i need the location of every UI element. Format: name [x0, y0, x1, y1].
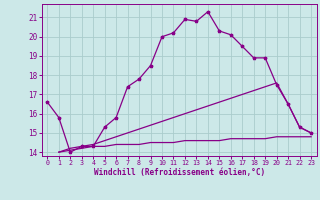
X-axis label: Windchill (Refroidissement éolien,°C): Windchill (Refroidissement éolien,°C) [94, 168, 265, 177]
